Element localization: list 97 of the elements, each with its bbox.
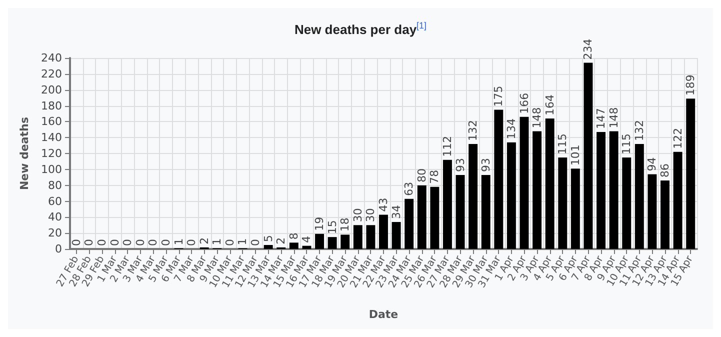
y-tick-label: 40 [48,210,62,224]
data-label: 134 [504,118,518,140]
data-label: 115 [620,133,634,154]
bar [315,234,324,249]
bar [392,222,401,249]
data-label: 18 [338,218,352,232]
bar [468,144,478,249]
data-label: 0 [108,239,122,246]
data-label: 1 [236,238,250,246]
data-label: 0 [134,239,147,246]
bar [648,174,657,249]
bar [340,234,350,249]
data-label: 0 [95,239,108,246]
bar [673,152,682,249]
bar [570,168,580,249]
data-label: 132 [632,120,646,141]
y-tick-label: 100 [41,162,62,176]
data-label: 34 [390,204,403,219]
data-label: 93 [454,158,467,172]
x-axis-title: Date [368,308,398,321]
data-label: 30 [364,208,378,222]
data-label: 15 [326,220,339,234]
y-tick-label: 0 [55,242,62,256]
bar [660,180,670,249]
data-label: 0 [121,239,134,246]
data-label: 0 [146,239,160,246]
bar [430,186,440,249]
data-label: 0 [70,239,83,246]
bar [417,185,426,249]
data-label: 30 [351,208,364,222]
bar [456,174,465,249]
y-tick-label: 220 [41,67,62,80]
data-label: 2 [274,237,288,244]
data-label: 132 [466,120,480,141]
y-tick-label: 160 [41,115,62,128]
bar [532,131,542,249]
data-label: 0 [185,239,198,246]
data-label: 148 [607,107,620,128]
bar [545,118,554,249]
data-label: 5 [262,235,275,242]
bar [302,246,312,249]
bar [686,98,696,249]
bar [353,225,362,249]
data-label: 0 [249,239,262,246]
data-label: 86 [658,164,672,178]
data-label: 94 [646,157,659,172]
data-label: 234 [582,38,595,60]
bar [634,144,644,249]
bar [481,174,490,249]
data-label: 80 [415,168,428,182]
y-tick-label: 240 [41,52,62,64]
data-label: 0 [159,239,172,246]
data-label: 43 [377,198,390,212]
y-tick-label: 80 [48,178,62,192]
data-label: 122 [671,128,684,149]
bar [494,110,504,249]
data-label: 148 [530,107,544,128]
y-tick-label: 20 [48,226,62,240]
y-tick-label: 140 [41,131,62,144]
data-label: 0 [82,239,96,246]
bar [506,142,516,249]
data-label: 2 [198,237,211,244]
data-label: 164 [543,94,556,116]
bar [264,245,273,249]
bar [328,237,337,249]
data-label: 8 [287,232,300,240]
data-label: 115 [556,133,570,154]
bar [596,132,606,249]
data-label: 101 [568,144,582,166]
data-label: 63 [402,182,416,196]
data-label: 189 [684,74,698,96]
y-tick-label: 120 [41,147,62,160]
data-label: 0 [223,239,236,246]
data-label: 112 [440,136,454,157]
y-tick-label: 60 [48,194,62,208]
data-label: 1 [172,238,186,246]
bar [366,225,376,249]
y-axis-title: New deaths [18,116,31,190]
data-label: 1 [210,238,224,246]
data-label: 93 [479,158,492,172]
bar [289,242,298,249]
bar [404,198,414,249]
bar [584,62,593,249]
bar [609,131,618,249]
data-label: 78 [428,170,442,184]
data-label: 175 [492,86,506,107]
y-tick-label: 180 [41,99,62,112]
bar [558,157,568,249]
bar [622,157,632,249]
bar [443,160,452,249]
data-label: 147 [594,108,608,130]
data-label: 4 [300,236,314,243]
data-label: 166 [518,92,531,114]
y-tick-label: 200 [41,83,62,96]
data-label: 19 [313,216,326,231]
bar [520,116,529,249]
bar [379,214,388,249]
